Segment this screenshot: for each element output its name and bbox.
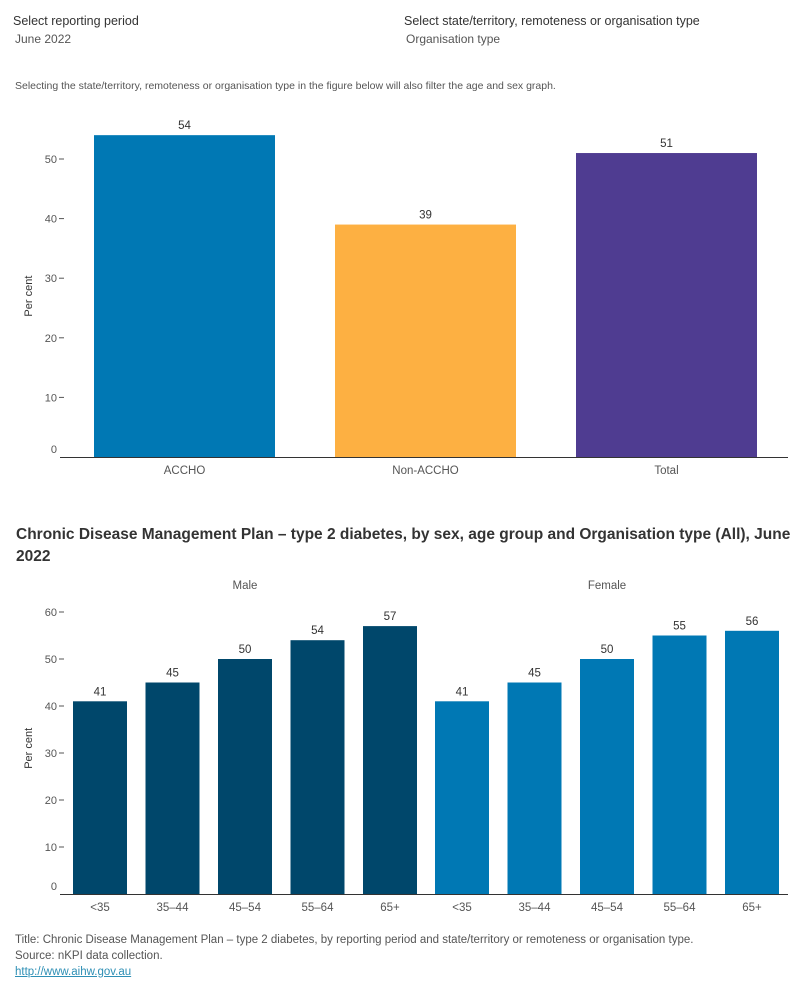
data-label: 45 xyxy=(528,668,541,680)
y-tick-label: 60 xyxy=(45,607,57,619)
bar-male xyxy=(73,701,127,894)
bar-male xyxy=(145,682,200,894)
aihw-link[interactable]: http://www.aihw.gov.au xyxy=(15,966,132,978)
x-tick-label: <35 xyxy=(452,902,472,914)
y-tick-label: 10 xyxy=(45,392,57,404)
y-tick-label: 40 xyxy=(45,701,57,713)
data-label: 54 xyxy=(311,625,324,637)
sex-age-bar-chart: 0 10 20 30 40 50 60 Per cent 41 <35 45 35–44 50 45–54… xyxy=(23,607,788,914)
data-label: 39 xyxy=(419,210,432,222)
bar-total xyxy=(576,153,757,457)
data-label: 41 xyxy=(94,686,107,698)
y-axis-title: Per cent xyxy=(23,728,35,769)
x-tick-label: 65+ xyxy=(742,902,762,914)
bar-female xyxy=(435,701,489,894)
reporting-period-select[interactable]: June 2022 xyxy=(15,32,72,46)
y-axis-title: Per cent xyxy=(23,276,35,317)
x-tick-label: ACCHO xyxy=(164,465,206,477)
organisation-type-bar-chart: 0 10 20 30 40 50 Per cent 54 ACCHO 39 Non-ACCHO 51 T… xyxy=(23,120,788,477)
data-label: 50 xyxy=(239,644,252,656)
bar-male xyxy=(363,626,417,894)
y-tick-label: 40 xyxy=(45,214,57,226)
data-label: 57 xyxy=(384,611,397,623)
y-tick-label: 0 xyxy=(51,881,57,893)
bar-female xyxy=(580,659,634,894)
x-tick-label: Total xyxy=(654,465,678,477)
x-tick-label: 55–64 xyxy=(302,902,335,914)
y-tick-label: 30 xyxy=(45,273,57,285)
data-label: 56 xyxy=(746,616,759,628)
bar-female xyxy=(725,630,779,894)
data-label: 54 xyxy=(178,120,191,132)
grouping-select[interactable]: Organisation type xyxy=(406,32,501,46)
bar-male xyxy=(218,659,272,894)
x-tick-label: 45–54 xyxy=(229,902,262,914)
bar-non-accho xyxy=(335,224,516,457)
bar-female xyxy=(652,635,707,894)
y-tick-label: 20 xyxy=(45,795,57,807)
footer: Title: Chronic Disease Management Plan –… xyxy=(15,932,693,980)
data-label: 51 xyxy=(660,138,673,150)
x-tick-label: <35 xyxy=(90,902,110,914)
x-tick-label: 55–64 xyxy=(664,902,697,914)
panel-label-male: Male xyxy=(232,580,258,592)
y-tick-label: 0 xyxy=(51,444,57,456)
grouping-label: Select state/territory, remoteness or or… xyxy=(404,14,700,28)
data-label: 55 xyxy=(673,621,686,633)
bar-accho xyxy=(94,135,275,457)
x-tick-label: Non-ACCHO xyxy=(392,465,459,477)
footer-source: Source: nKPI data collection. xyxy=(15,950,163,962)
x-tick-label: 35–44 xyxy=(157,902,190,914)
y-tick-label: 50 xyxy=(45,654,57,666)
x-tick-label: 45–54 xyxy=(591,902,624,914)
x-tick-label: 35–44 xyxy=(519,902,552,914)
x-tick-label: 65+ xyxy=(380,902,400,914)
footer-title: Title: Chronic Disease Management Plan –… xyxy=(15,934,694,946)
y-tick-label: 30 xyxy=(45,748,57,760)
data-label: 41 xyxy=(456,686,469,698)
filter-note: Selecting the state/territory, remotenes… xyxy=(15,80,556,92)
y-tick-label: 50 xyxy=(45,154,57,166)
y-tick-label: 10 xyxy=(45,842,57,854)
data-label: 45 xyxy=(166,668,179,680)
bar-male xyxy=(290,640,345,894)
panel-label-female: Female xyxy=(587,580,627,592)
data-label: 50 xyxy=(601,644,614,656)
y-tick-label: 20 xyxy=(45,333,57,345)
chart2-title: Chronic Disease Management Plan – type 2… xyxy=(16,526,791,565)
reporting-period-label: Select reporting period xyxy=(13,14,139,28)
bar-female xyxy=(507,682,562,894)
